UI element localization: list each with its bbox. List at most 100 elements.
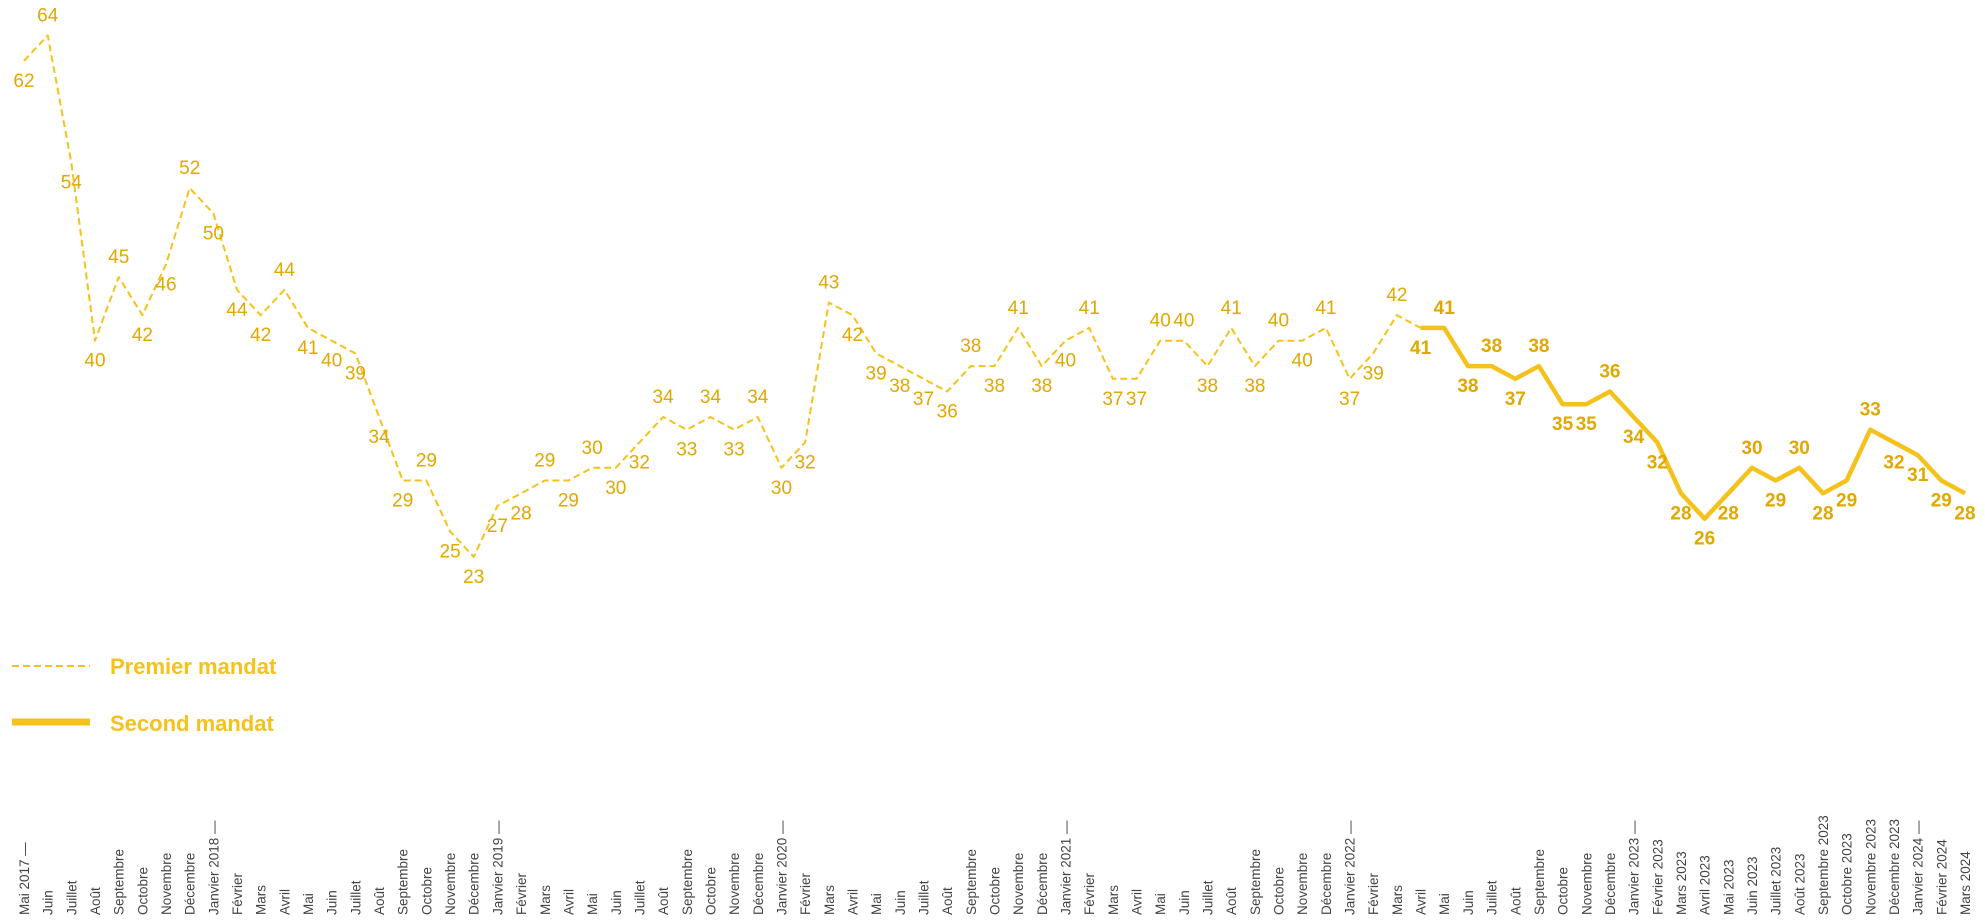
data-label: 38 xyxy=(1197,376,1218,397)
x-tick-label: Novembre xyxy=(159,853,174,915)
data-label: 28 xyxy=(1812,503,1833,524)
data-label: 34 xyxy=(700,387,722,408)
x-tick-label: Mai xyxy=(1153,893,1168,915)
x-tick-label: Décembre xyxy=(1035,853,1050,915)
x-tick-label: Mars xyxy=(1390,885,1405,915)
x-tick-label: Avril xyxy=(277,889,292,915)
x-tick-label: Février xyxy=(230,872,245,915)
data-label: 50 xyxy=(203,224,224,245)
data-label: 30 xyxy=(771,478,792,499)
data-label: 29 xyxy=(1836,491,1857,512)
data-label: 28 xyxy=(511,503,532,524)
data-label: 39 xyxy=(866,363,887,384)
data-label: 39 xyxy=(345,363,366,384)
x-tick-label: Janvier 2019 — xyxy=(490,820,505,915)
x-tick-label: Août xyxy=(1224,887,1239,915)
x-tick-label: Mai xyxy=(1437,893,1452,915)
x-tick-label: Juin xyxy=(325,890,340,915)
data-label: 40 xyxy=(1150,311,1171,332)
data-label: 30 xyxy=(605,478,626,499)
x-tick-label: Octobre xyxy=(135,867,150,915)
data-label: 38 xyxy=(984,376,1005,397)
x-tick-label: Juillet xyxy=(64,880,79,915)
data-label: 42 xyxy=(842,325,863,346)
data-label: 41 xyxy=(1410,338,1432,359)
data-label: 35 xyxy=(1552,414,1574,435)
data-label: 62 xyxy=(13,71,34,92)
x-axis: Mai 2017 — Juin Juillet Août Septembre Octobr… xyxy=(17,815,1973,915)
data-label: 38 xyxy=(960,336,981,357)
data-label: 52 xyxy=(179,158,200,179)
x-tick-label: Avril xyxy=(846,889,861,915)
x-tick-label: Janvier 2024 — xyxy=(1911,820,1926,915)
data-label: 29 xyxy=(534,451,555,472)
data-label: 32 xyxy=(795,452,816,473)
x-tick-label: Novembre xyxy=(727,853,742,915)
data-label: 41 xyxy=(1315,298,1336,319)
x-tick-label: Mai xyxy=(585,893,600,915)
data-label: 34 xyxy=(369,427,391,448)
x-tick-label: Octobre xyxy=(988,867,1003,915)
data-label: 29 xyxy=(392,491,413,512)
data-label: 25 xyxy=(440,541,461,562)
x-tick-label: Juin xyxy=(41,890,56,915)
data-label: 32 xyxy=(629,452,650,473)
x-tick-label: Septembre xyxy=(1532,849,1547,915)
data-label: 33 xyxy=(676,440,697,461)
data-label: 40 xyxy=(1292,351,1313,372)
data-label: 38 xyxy=(1528,336,1549,357)
x-tick-label: Novembre xyxy=(1295,853,1310,915)
data-labels-layer: 6264544045424652504442444140393429292523… xyxy=(13,5,1975,587)
x-tick-label: Juin xyxy=(893,890,908,915)
x-tick-label: Juillet xyxy=(917,880,932,915)
x-tick-label: Septembre 2023 xyxy=(1816,815,1831,915)
data-label: 45 xyxy=(108,247,129,268)
series-layer xyxy=(23,34,1967,558)
data-label: 42 xyxy=(132,325,153,346)
x-tick-label: Janvier 2021 — xyxy=(1059,820,1074,915)
x-tick-label: Septembre xyxy=(396,849,411,915)
legend-item-premier-mandat: Premier mandat xyxy=(12,654,277,679)
x-tick-label: Février xyxy=(1366,872,1381,915)
x-tick-label: Février 2024 xyxy=(1934,839,1949,915)
data-label: 41 xyxy=(1434,298,1456,319)
data-label: 34 xyxy=(653,387,675,408)
x-tick-label: Août xyxy=(1508,887,1523,915)
data-label: 26 xyxy=(1694,529,1715,550)
x-tick-label: Septembre xyxy=(112,849,127,915)
data-label: 37 xyxy=(1339,389,1360,410)
x-tick-label: Janvier 2020 — xyxy=(775,820,790,915)
legend: Premier mandat Second mandat xyxy=(12,654,277,736)
data-label: 28 xyxy=(1954,503,1975,524)
x-tick-label: Mai 2017 — xyxy=(17,842,32,915)
x-tick-label: Avril 2023 xyxy=(1698,855,1713,915)
data-label: 32 xyxy=(1647,452,1668,473)
series-line-1 xyxy=(23,34,1422,558)
data-label: 34 xyxy=(747,387,769,408)
data-label: 23 xyxy=(463,567,484,588)
data-label: 31 xyxy=(1907,465,1929,486)
x-tick-label: Juin xyxy=(609,890,624,915)
x-tick-label: Janvier 2022 — xyxy=(1343,820,1358,915)
legend-label-second-mandat: Second mandat xyxy=(110,711,274,736)
data-label: 35 xyxy=(1576,414,1598,435)
data-label: 30 xyxy=(1789,438,1810,459)
x-tick-label: Mars 2024 xyxy=(1958,851,1973,915)
x-tick-label: Mars xyxy=(1106,885,1121,915)
x-tick-label: Novembre xyxy=(1579,853,1594,915)
x-tick-label: Juillet xyxy=(632,880,647,915)
x-tick-label: Août xyxy=(940,887,955,915)
x-tick-label: Mars xyxy=(822,885,837,915)
data-label: 32 xyxy=(1883,452,1904,473)
x-tick-label: Février 2023 xyxy=(1650,839,1665,915)
data-label: 37 xyxy=(1126,389,1147,410)
x-tick-label: Janvier 2023 — xyxy=(1627,820,1642,915)
data-label: 29 xyxy=(1765,491,1786,512)
x-tick-label: Avril xyxy=(1414,889,1429,915)
x-tick-label: Août xyxy=(656,887,671,915)
x-tick-label: Janvier 2018 — xyxy=(206,820,221,915)
x-tick-label: Juillet xyxy=(1201,880,1216,915)
data-label: 28 xyxy=(1670,503,1691,524)
x-tick-label: Février xyxy=(798,872,813,915)
